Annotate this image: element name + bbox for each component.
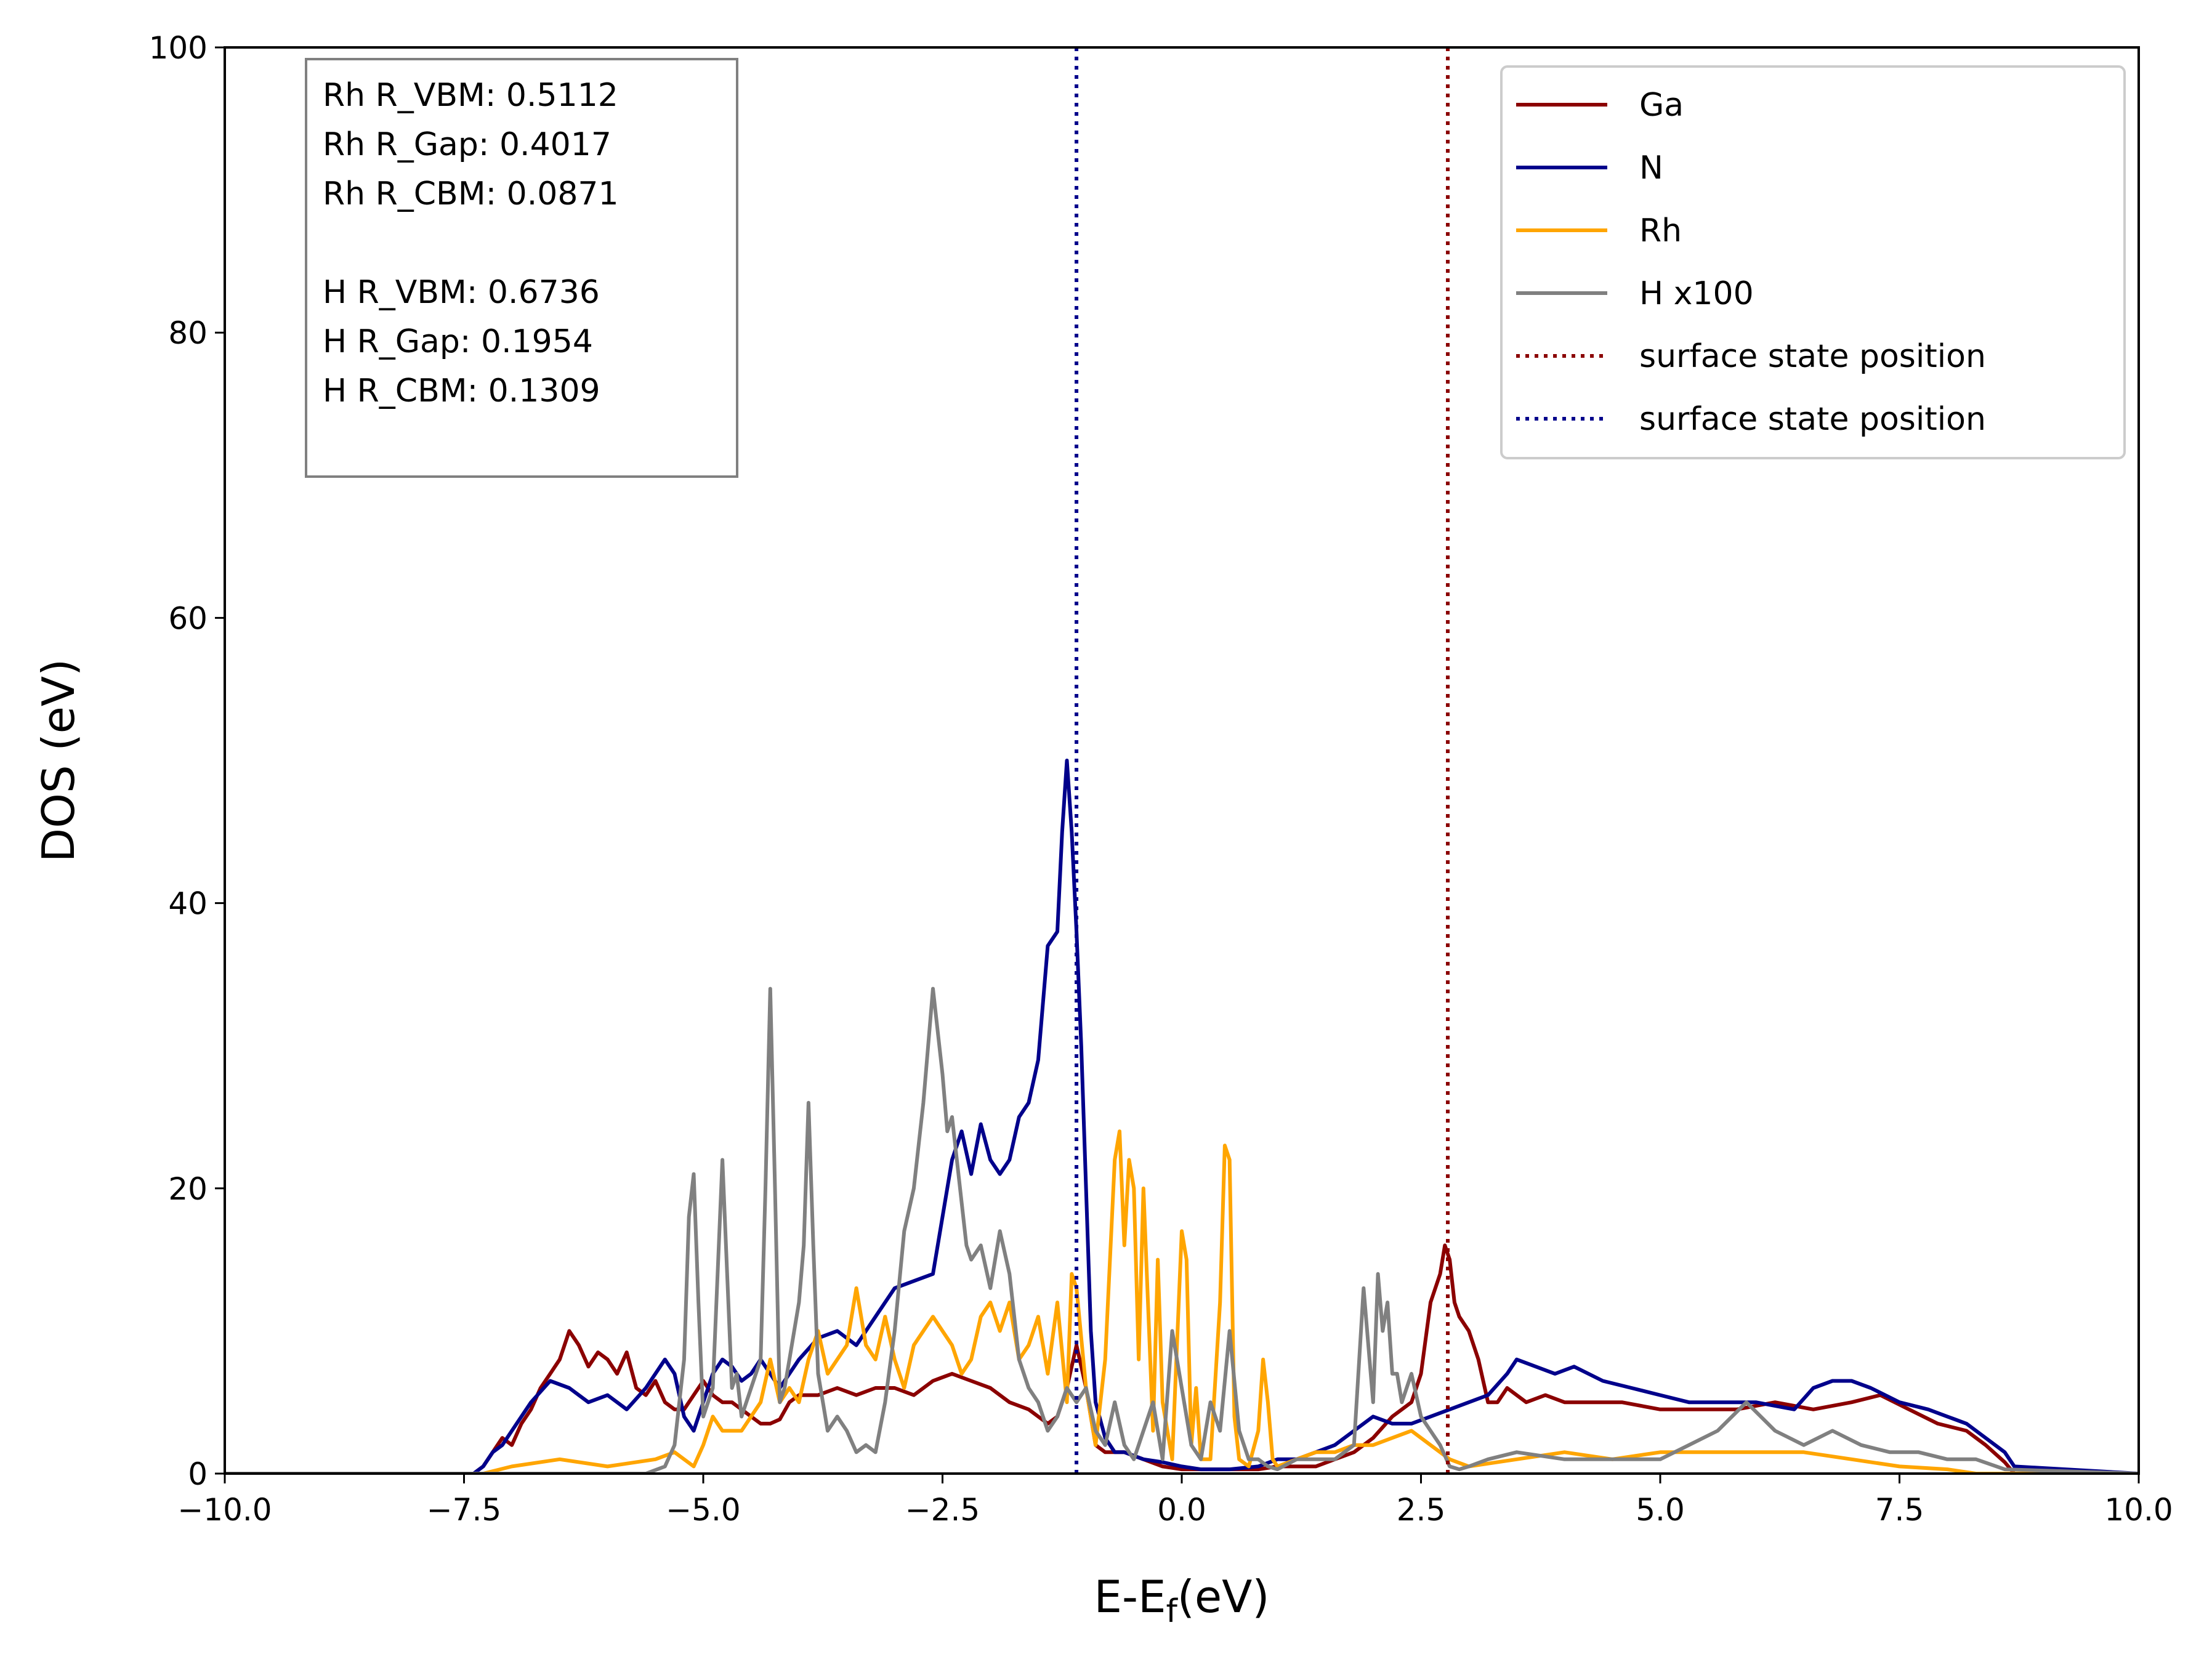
plot-frame	[224, 46, 2140, 1475]
annotation-line: Rh R_CBM: 0.0871	[323, 175, 619, 212]
plot-content	[225, 47, 2139, 1474]
x-tick-label: 2.5	[1397, 1492, 1446, 1528]
x-tick-label: 0.0	[1157, 1492, 1206, 1528]
legend-label: surface state position	[1639, 338, 1986, 375]
axis-ticks: −10.0 −7.5 −5.0 −2.5 0.0 2.5 5.0 7.5 10.0 0 20 40 60…	[149, 30, 2173, 1528]
series-line-h-x100	[225, 986, 2139, 1474]
y-axis-label: DOS (eV)	[33, 659, 84, 862]
x-tick-label: 10.0	[2104, 1492, 2173, 1528]
series-line-n	[225, 759, 2139, 1474]
legend-label: Ga	[1639, 87, 1684, 124]
x-tick-label: −7.5	[427, 1492, 501, 1528]
y-tick-label: 20	[168, 1171, 208, 1207]
stats-annotation-box: Rh R_VBM: 0.5112 Rh R_Gap: 0.4017 Rh R_CBM…	[305, 58, 738, 478]
x-tick-label: 7.5	[1875, 1492, 1924, 1528]
y-tick-label: 100	[149, 30, 208, 66]
annotation-frame	[305, 58, 738, 478]
legend-label: N	[1639, 150, 1663, 187]
annotation-line: H R_Gap: 0.1954	[323, 323, 593, 360]
x-tick-label: −5.0	[666, 1492, 740, 1528]
annotation-line: Rh R_VBM: 0.5112	[323, 77, 618, 114]
annotation-line: H R_VBM: 0.6736	[323, 274, 600, 311]
x-tick-label: −10.0	[177, 1492, 272, 1528]
y-tick-label: 60	[168, 600, 208, 636]
y-tick-label: 80	[168, 315, 208, 351]
annotation-line: H R_CBM: 0.1309	[323, 373, 600, 409]
legend-label: surface state position	[1639, 401, 1986, 438]
x-axis-label: E-Ef(eV)	[1094, 1571, 1269, 1630]
annotation-line: Rh R_Gap: 0.4017	[323, 126, 612, 163]
legend-label: H x100	[1639, 275, 1754, 312]
x-axis-label-subscript: f	[1166, 1593, 1178, 1630]
legend: Ga N Rh H x100 surface state position surface…	[1500, 65, 2126, 459]
x-tick-label: 5.0	[1636, 1492, 1685, 1528]
series-line-rh	[225, 1129, 2139, 1474]
plot-area	[225, 47, 2139, 1474]
legend-label: Rh	[1639, 212, 1682, 249]
y-tick-label: 40	[168, 886, 208, 922]
legend-frame	[1500, 65, 2126, 459]
y-tick-label: 0	[188, 1456, 208, 1492]
x-tick-label: −2.5	[905, 1492, 980, 1528]
